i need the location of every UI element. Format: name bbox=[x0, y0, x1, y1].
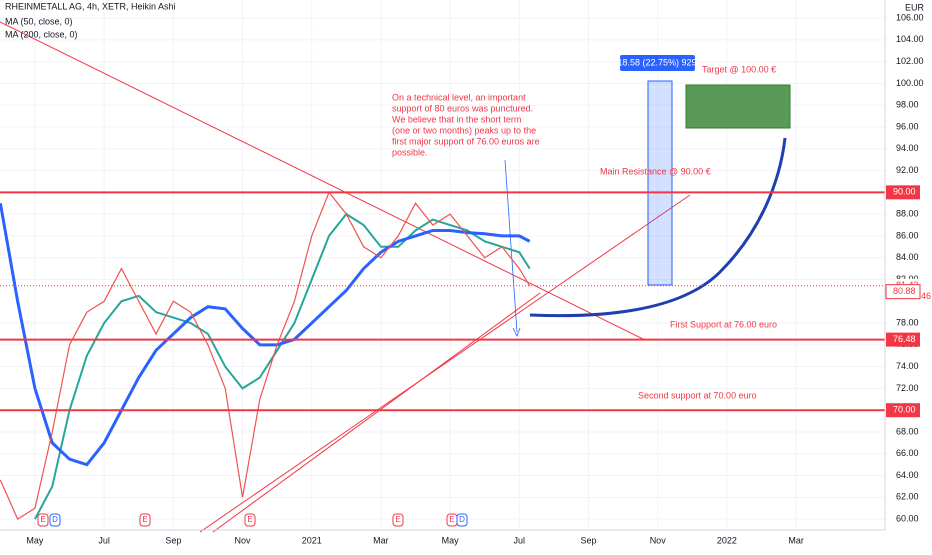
event-icon bbox=[49, 513, 61, 527]
annotation-note: (one or two months) peaks up to the bbox=[392, 125, 536, 135]
annotation-note: first major support of 76.00 euros are bbox=[392, 136, 540, 146]
annotation-note: support of 80 euros was punctured. bbox=[392, 103, 533, 113]
y-tick-label: 64.00 bbox=[896, 470, 919, 480]
annotation-note: possible. bbox=[392, 147, 428, 157]
x-tick-label: Jul bbox=[514, 535, 526, 545]
event-icon bbox=[244, 513, 256, 527]
x-tick-label: Jul bbox=[98, 535, 110, 545]
plot: MA (50, close, 0)MA (200, close, 0)E D E E E… bbox=[0, 16, 885, 527]
y-tick-label: 98.00 bbox=[896, 100, 919, 110]
projection-curve bbox=[529, 137, 787, 318]
legend-entry: MA (200, close, 0) bbox=[5, 29, 78, 39]
trend-line bbox=[0, 21, 646, 341]
y-tick-label: 88.00 bbox=[896, 209, 919, 219]
level-label-bg bbox=[886, 332, 920, 347]
event-label: E bbox=[449, 515, 454, 524]
level-label: 90.00 bbox=[893, 187, 916, 197]
event-label: E bbox=[395, 515, 400, 524]
x-tick-label: Nov bbox=[650, 535, 667, 545]
y-tick-label: 66.00 bbox=[896, 448, 919, 458]
event-label: D bbox=[52, 515, 58, 524]
x-tick-label: Nov bbox=[235, 535, 252, 545]
x-tick-label: Mar bbox=[788, 535, 804, 545]
y-tick-label: 86.00 bbox=[896, 230, 919, 240]
event-icon bbox=[456, 513, 468, 527]
y-tick-label: 106.00 bbox=[896, 12, 924, 22]
arrow-head bbox=[512, 327, 521, 337]
level-label: 70.00 bbox=[893, 405, 916, 415]
y-tick-label: 92.00 bbox=[896, 165, 919, 175]
y-tick-label: 94.00 bbox=[896, 143, 919, 153]
y-tick-label: 96.00 bbox=[896, 121, 919, 131]
annotation: Main Resistance @ 90.00 € bbox=[600, 166, 711, 176]
measure-label: 18.58 (22.75%) 929 bbox=[617, 57, 696, 67]
x-tick-label: May bbox=[442, 535, 460, 545]
event-icon bbox=[392, 513, 404, 527]
event-label: E bbox=[142, 515, 147, 524]
axes: 60.00 62.00 64.00 66.00 68.00 70.00 72.00 74.00… bbox=[26, 12, 931, 545]
measure-label-bg bbox=[620, 55, 695, 71]
legend-entry: MA (50, close, 0) bbox=[5, 16, 73, 26]
event-icon bbox=[37, 513, 49, 527]
level-label: 76.48 bbox=[893, 334, 916, 344]
y-tick-label: 84.00 bbox=[896, 252, 919, 262]
ma-line bbox=[0, 202, 531, 467]
event-label: E bbox=[247, 515, 252, 524]
x-tick-label: Sep bbox=[580, 535, 596, 545]
x-tick-label: Sep bbox=[165, 535, 181, 545]
open-price-label: 80.88 bbox=[893, 286, 916, 296]
y-tick-label: 102.00 bbox=[896, 56, 924, 66]
x-tick-label: Mar bbox=[373, 535, 389, 545]
y-tick-label: 72.00 bbox=[896, 383, 919, 393]
x-tick-label: May bbox=[26, 535, 44, 545]
y-tick-label: 104.00 bbox=[896, 34, 924, 44]
y-tick-label: 78.00 bbox=[896, 317, 919, 327]
annotation: Target @ 100.00 € bbox=[702, 64, 776, 74]
y-tick-label: 60.00 bbox=[896, 513, 919, 523]
ma-line bbox=[34, 212, 531, 520]
trend-line bbox=[199, 194, 691, 533]
arrow bbox=[504, 159, 518, 333]
event-icon bbox=[139, 513, 151, 527]
open-price-bg bbox=[885, 284, 921, 300]
event-label: D bbox=[459, 515, 465, 524]
annotation: Second support at 70.00 euro bbox=[638, 390, 757, 400]
target-box bbox=[685, 84, 791, 129]
x-tick-label: 2022 bbox=[717, 535, 737, 545]
annotation-note: We believe that in the short term bbox=[392, 114, 521, 124]
y-tick-label: 74.00 bbox=[896, 361, 919, 371]
trend-line bbox=[212, 292, 541, 533]
x-tick-label: 2021 bbox=[302, 535, 322, 545]
y-tick-label: 68.00 bbox=[896, 426, 919, 436]
y-tick-label: 62.00 bbox=[896, 492, 919, 502]
currency: EUR bbox=[905, 2, 925, 12]
chart-title: RHEINMETALL AG, 4h, XETR, Heikin Ashi bbox=[5, 1, 176, 11]
price-line bbox=[0, 191, 531, 520]
price-axis bbox=[885, 0, 932, 550]
y-tick-label: 100.00 bbox=[896, 78, 924, 88]
event-label: E bbox=[40, 515, 45, 524]
level-label-bg bbox=[886, 185, 920, 200]
measure-box bbox=[647, 80, 673, 286]
annotation-note: On a technical level, an important bbox=[392, 92, 526, 102]
annotation: First Support at 76.00 euro bbox=[670, 319, 777, 329]
level-label-bg bbox=[886, 403, 920, 418]
